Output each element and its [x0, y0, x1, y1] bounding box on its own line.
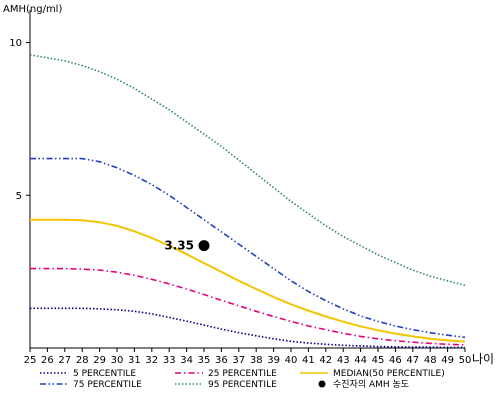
x-tick-label: 30	[111, 355, 124, 366]
patient-amh-label: 3.35	[164, 239, 194, 253]
x-tick-label: 42	[319, 355, 332, 366]
x-tick-label: 27	[58, 355, 71, 366]
x-tick-label: 48	[424, 355, 437, 366]
x-tick-label: 45	[372, 355, 385, 366]
axes: 5 10 25 26 27 28 29 30 31 32 33 34 35 36 37 38 39 40 41 42 4…	[9, 10, 471, 366]
x-tick-label: 32	[145, 355, 158, 366]
x-tick-label: 41	[302, 355, 315, 366]
x-tick-label: 31	[128, 355, 141, 366]
series-line-25-percentile	[30, 267, 466, 346]
legend-label: 5 PERCENTILE	[73, 369, 136, 379]
series-line-median-50-percentile	[30, 218, 466, 343]
x-tick-label: 25	[24, 355, 37, 366]
patient-amh-point	[198, 240, 210, 252]
data-points: 3.35	[164, 239, 210, 253]
x-tick-label: 35	[198, 355, 211, 366]
series-line-95-percentile	[29, 54, 466, 287]
x-axis-title: 나이	[472, 352, 494, 366]
x-tick-label: 50	[459, 355, 472, 366]
x-tick-label: 44	[354, 355, 367, 366]
legend-label: 25 PERCENTILE	[208, 369, 277, 379]
x-tick-label: 26	[41, 355, 54, 366]
legend-label: MEDIAN(50 PERCENTILE)	[333, 369, 445, 379]
x-tick-label: 29	[93, 355, 106, 366]
y-axis-title: AMH(ng/ml)	[3, 4, 62, 15]
legend-label: 95 PERCENTILE	[208, 380, 277, 390]
x-tick-label: 39	[267, 355, 280, 366]
y-tick-label: 5	[16, 191, 22, 202]
x-tick-label: 43	[337, 355, 350, 366]
x-tick-label: 49	[441, 355, 454, 366]
x-tick-label: 47	[406, 355, 419, 366]
x-tick-label: 38	[250, 355, 263, 366]
x-tick-label: 40	[285, 355, 298, 366]
legend: 5 PERCENTILE 25 PERCENTILE MEDIAN(50 PERCE…	[40, 369, 445, 390]
x-tick-label: 36	[215, 355, 228, 366]
y-tick-label: 10	[9, 38, 22, 49]
x-tick-label: 28	[76, 355, 89, 366]
series-lines	[29, 54, 466, 349]
x-tick-label: 37	[232, 355, 245, 366]
legend-label: 수진자의 AMH 농도	[333, 379, 409, 390]
legend-marker	[318, 380, 326, 388]
x-tick-label: 34	[180, 355, 193, 366]
x-tick-label: 46	[389, 355, 402, 366]
x-tick-label: 33	[163, 355, 176, 366]
legend-label: 75 PERCENTILE	[73, 380, 142, 390]
series-line-75-percentile	[30, 157, 466, 339]
